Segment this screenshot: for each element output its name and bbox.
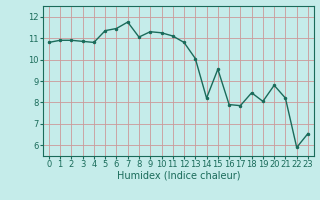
X-axis label: Humidex (Indice chaleur): Humidex (Indice chaleur) [117, 171, 240, 181]
